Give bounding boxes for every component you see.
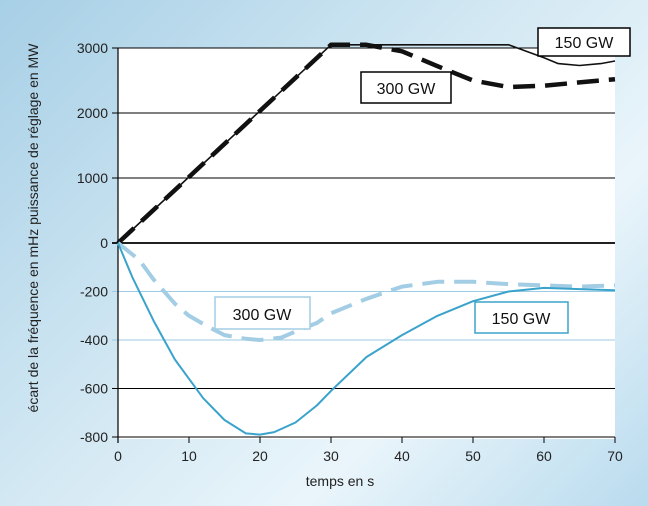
y-tick-label: 0 (100, 235, 108, 251)
x-tick-label: 20 (252, 448, 268, 464)
label-bottom-300: 300 GW (233, 307, 293, 324)
y-tick-label: 3000 (77, 40, 108, 56)
x-tick-label: 10 (181, 448, 197, 464)
y-tick-label: -400 (80, 332, 108, 348)
series-line-power-150gw (117, 43, 616, 244)
y-tick-label: -800 (80, 429, 108, 445)
x-tick-label: 0 (114, 448, 122, 464)
label-box-top-150: 150 GW (537, 27, 631, 57)
label-box-bottom-150: 150 GW (474, 301, 569, 334)
label-box-bottom-300: 300 GW (214, 296, 311, 330)
series-group (116, 42, 616, 436)
y-axis-label: écart de la fréquence en mHz puissance d… (25, 43, 41, 413)
x-tick-label: 70 (607, 448, 623, 464)
x-tick-label: 50 (465, 448, 481, 464)
label-top-150: 150 GW (555, 35, 615, 52)
y-tick-label: 1000 (77, 170, 108, 186)
grid-lines (112, 47, 616, 443)
y-tick-label: -600 (80, 381, 108, 397)
y-tick-label: -200 (80, 284, 108, 300)
label-top-300: 300 GW (377, 81, 437, 98)
x-tick-label: 60 (536, 448, 552, 464)
label-bottom-150: 150 GW (492, 311, 552, 328)
tick-labels: 0 1000 2000 3000 -800 -600 -400 -200 0 10 20 30 40 50… (77, 40, 623, 464)
x-tick-label: 40 (394, 448, 410, 464)
series-line-freq-300gw (116, 241, 616, 342)
y-tick-label: 2000 (77, 105, 108, 121)
x-tick-label: 30 (323, 448, 339, 464)
x-axis-label: temps en s (306, 473, 374, 489)
series-line-freq-150gw (117, 242, 616, 436)
label-box-top-300: 300 GW (360, 71, 452, 104)
